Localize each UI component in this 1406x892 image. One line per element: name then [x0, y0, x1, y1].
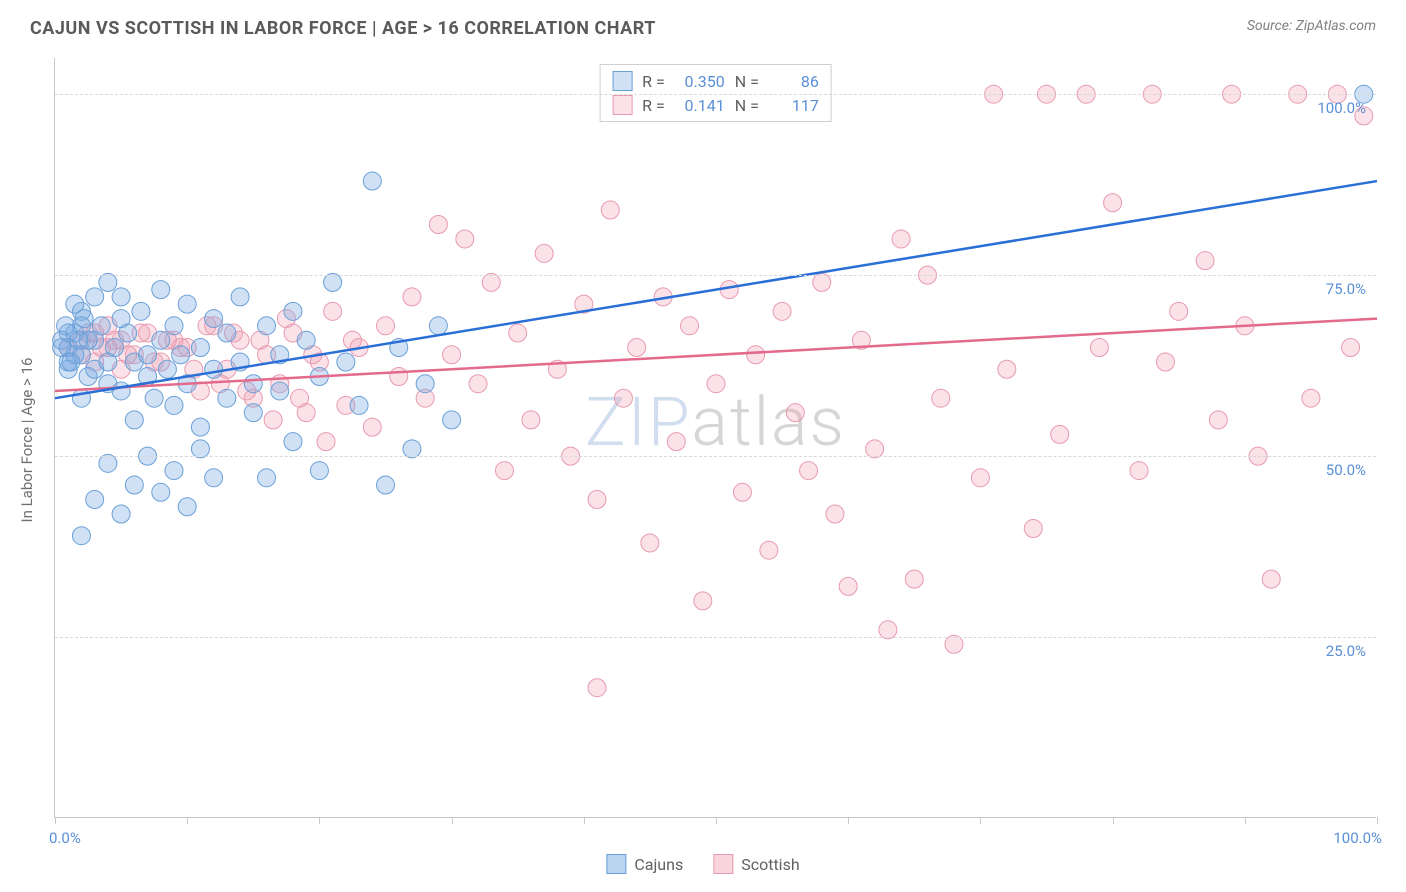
x-tick	[1377, 817, 1378, 824]
legend-label-1: Cajuns	[634, 855, 683, 874]
legend-swatch-2	[713, 854, 733, 874]
y-tick-label: 25.0%	[1326, 642, 1366, 660]
legend-item-1: Cajuns	[606, 854, 683, 874]
r-value-2: 0.141	[675, 96, 725, 115]
y-tick-label: 50.0%	[1326, 461, 1366, 479]
plot-area: ZIPatlas R = 0.350 N = 86 R = 0.141 N = …	[54, 58, 1376, 818]
x-label-left: 0.0%	[49, 829, 81, 847]
swatch-series1	[612, 71, 632, 91]
x-label-right: 100.0%	[1333, 829, 1382, 847]
gridline	[55, 94, 1376, 95]
r-label-2: R =	[642, 96, 665, 115]
x-tick	[980, 817, 981, 824]
x-tick	[187, 817, 188, 824]
x-tick	[319, 817, 320, 824]
chart-source: Source: ZipAtlas.com	[1247, 18, 1376, 34]
x-tick	[452, 817, 453, 824]
n-value-1: 86	[769, 72, 819, 91]
x-tick	[584, 817, 585, 824]
legend-item-2: Scottish	[713, 854, 799, 874]
x-tick	[55, 817, 56, 824]
x-tick	[1113, 817, 1114, 824]
legend-swatch-1	[606, 854, 626, 874]
gridline	[55, 275, 1376, 276]
y-axis-title: In Labor Force | Age > 16	[18, 358, 36, 523]
gridline	[55, 456, 1376, 457]
chart-title: CAJUN VS SCOTTISH IN LABOR FORCE | AGE >…	[30, 18, 656, 39]
stats-legend: R = 0.350 N = 86 R = 0.141 N = 117	[599, 64, 832, 122]
y-tick-label: 100.0%	[1317, 99, 1366, 117]
y-tick-label: 75.0%	[1326, 280, 1366, 298]
legend-label-2: Scottish	[741, 855, 799, 874]
n-label-1: N =	[735, 72, 759, 91]
r-label-1: R =	[642, 72, 665, 91]
series1-trendline	[55, 181, 1377, 398]
scatter-svg	[55, 58, 1376, 817]
x-tick	[848, 817, 849, 824]
n-label-2: N =	[735, 96, 759, 115]
x-tick	[716, 817, 717, 824]
stats-row-2: R = 0.141 N = 117	[612, 93, 819, 117]
x-tick	[1245, 817, 1246, 824]
stats-row-1: R = 0.350 N = 86	[612, 69, 819, 93]
n-value-2: 117	[769, 96, 819, 115]
bottom-legend: Cajuns Scottish	[606, 854, 799, 874]
gridline	[55, 637, 1376, 638]
chart-header: CAJUN VS SCOTTISH IN LABOR FORCE | AGE >…	[0, 0, 1406, 39]
swatch-series2	[612, 95, 632, 115]
r-value-1: 0.350	[675, 72, 725, 91]
